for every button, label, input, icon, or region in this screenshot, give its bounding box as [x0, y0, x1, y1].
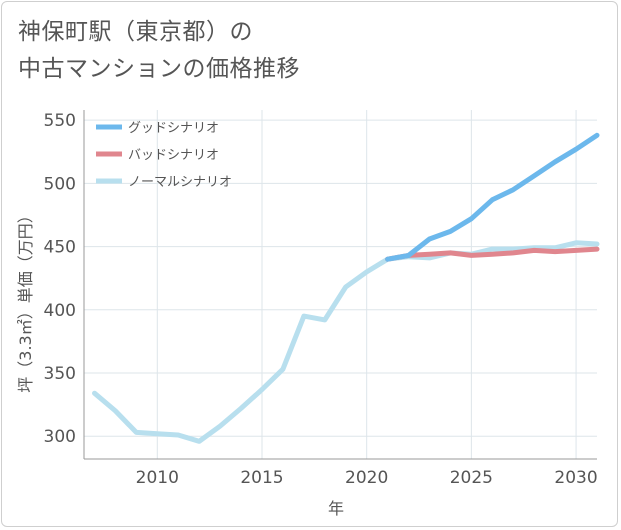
y-tick-labels: 300 350 400 450 500 550: [44, 111, 76, 447]
x-tick-label-2015: 2015: [240, 468, 283, 488]
y-tick-label-300: 300: [44, 427, 76, 447]
title-line-1: 神保町駅（東京都）の: [18, 19, 253, 45]
grid: [84, 110, 597, 459]
chart-title: 神保町駅（東京都）の 中古マンションの価格推移: [18, 14, 300, 88]
series-line-2: [92, 240, 600, 444]
series-line-1: [385, 246, 600, 262]
x-tick-labels: 2010 2015 2020 2025 2030: [136, 468, 598, 488]
x-axis-title: 年: [328, 499, 344, 518]
x-tick-label-2030: 2030: [554, 468, 597, 488]
legend-label-2: ノーマルシナリオ: [128, 175, 232, 190]
y-tick-label-400: 400: [44, 301, 76, 321]
title-line-2: 中古マンションの価格推移: [18, 56, 300, 82]
series-line-0: [385, 132, 600, 262]
y-tick-label-350: 350: [44, 364, 76, 384]
y-tick-label-500: 500: [44, 174, 76, 194]
y-tick-label-450: 450: [44, 238, 76, 258]
x-tick-label-2020: 2020: [345, 468, 388, 488]
axes: [83, 110, 597, 460]
y-axis-title: 坪（3.3㎡）単価（万円）: [16, 207, 35, 392]
series-lines: [92, 132, 600, 444]
legend-label-0: グッドシナリオ: [128, 121, 219, 136]
x-tick-label-2025: 2025: [450, 468, 493, 488]
y-tick-label-550: 550: [44, 111, 76, 131]
x-tick-label-2010: 2010: [136, 468, 179, 488]
legend-label-1: バッドシナリオ: [128, 148, 219, 163]
